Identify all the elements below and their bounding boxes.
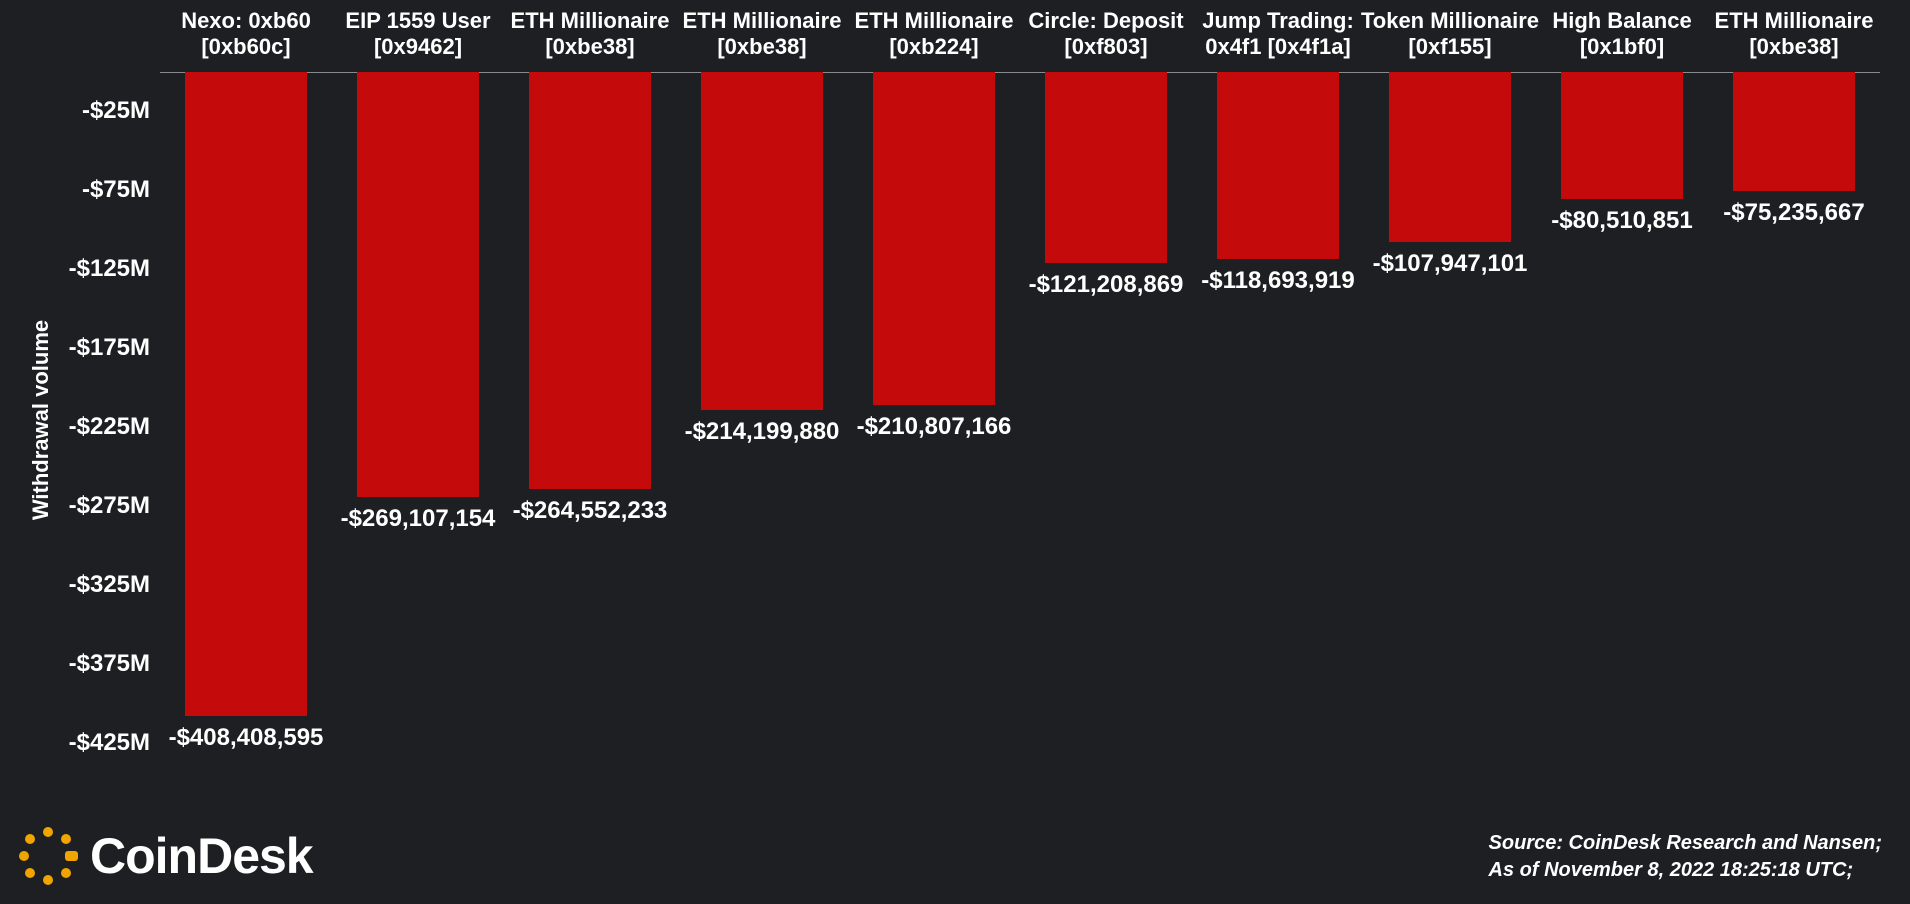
y-tick-label: -$25M <box>30 97 150 125</box>
bar-value-label: -$107,947,101 <box>1350 250 1550 278</box>
bar-value-label: -$408,408,595 <box>146 724 346 752</box>
y-tick-label: -$175M <box>30 334 150 362</box>
brand-logo: CoinDesk <box>18 826 313 886</box>
bar <box>1217 72 1339 259</box>
source-attribution: Source: CoinDesk Research and Nansen; As… <box>1489 830 1882 884</box>
bar-value-label: -$264,552,233 <box>490 497 690 525</box>
bar-value-label: -$121,208,869 <box>1006 271 1206 299</box>
x-label-line: ETH Millionaire <box>1688 8 1900 34</box>
bar <box>873 72 995 405</box>
brand-name: CoinDesk <box>90 827 313 885</box>
x-category-label: ETH Millionaire[0xbe38] <box>1688 8 1900 61</box>
bar <box>1561 72 1683 199</box>
bar-value-label: -$210,807,166 <box>834 413 1034 441</box>
y-tick-label: -$425M <box>30 729 150 757</box>
coindesk-icon <box>18 826 78 886</box>
y-tick-label: -$275M <box>30 492 150 520</box>
y-tick-label: -$75M <box>30 176 150 204</box>
bar <box>357 72 479 497</box>
bar <box>1045 72 1167 263</box>
y-tick-label: -$125M <box>30 255 150 283</box>
y-tick-label: -$375M <box>30 650 150 678</box>
source-line: As of November 8, 2022 18:25:18 UTC; <box>1489 857 1882 884</box>
bar <box>1389 72 1511 242</box>
chart-plot-area: -$25M-$75M-$125M-$175M-$225M-$275M-$325M… <box>160 72 1880 782</box>
y-tick-label: -$225M <box>30 413 150 441</box>
y-tick-label: -$325M <box>30 571 150 599</box>
bar <box>185 72 307 716</box>
bar-value-label: -$80,510,851 <box>1522 207 1722 235</box>
bar <box>529 72 651 489</box>
bar-value-label: -$118,693,919 <box>1178 267 1378 295</box>
bar-value-label: -$214,199,880 <box>662 418 862 446</box>
bar <box>1733 72 1855 191</box>
bar-value-label: -$75,235,667 <box>1694 199 1894 227</box>
bar-value-label: -$269,107,154 <box>318 505 518 533</box>
bar <box>701 72 823 410</box>
x-label-line: [0xbe38] <box>1688 34 1900 60</box>
source-line: Source: CoinDesk Research and Nansen; <box>1489 830 1882 857</box>
